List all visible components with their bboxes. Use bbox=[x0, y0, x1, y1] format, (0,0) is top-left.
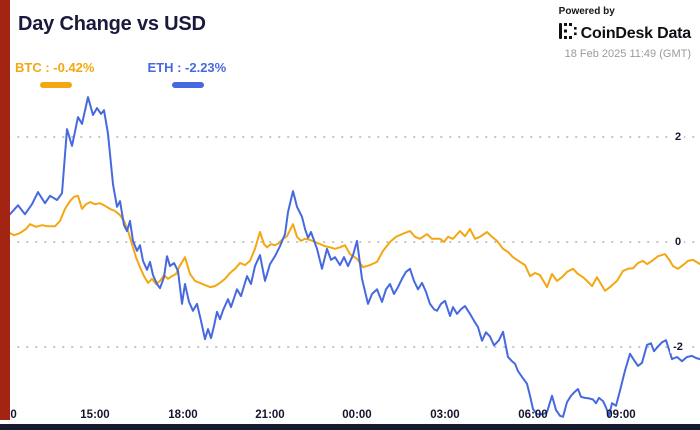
x-tick-label-6: 06:00 bbox=[518, 409, 548, 421]
chart-timestamp: 18 Feb 2025 11:49 (GMT) bbox=[564, 48, 691, 60]
x-tick-label-7: 09:00 bbox=[606, 409, 636, 421]
y-tick-label-2: 2 bbox=[671, 131, 685, 143]
coindesk-logo-icon bbox=[558, 22, 577, 45]
left-accent-bar bbox=[0, 0, 10, 420]
x-tick-label-2: 18:00 bbox=[168, 409, 198, 421]
brand-name: CoinDesk Data bbox=[580, 24, 692, 42]
powered-by-label: Powered by bbox=[558, 6, 615, 17]
x-tick-label-5: 03:00 bbox=[430, 409, 460, 421]
branding-block: Powered by CoinDesk Data 18 Feb 2025 11:… bbox=[558, 6, 692, 60]
bottom-accent-bar bbox=[0, 424, 700, 430]
legend-item-eth[interactable]: ETH : -2.23% bbox=[147, 60, 226, 88]
x-tick-label-1: 15:00 bbox=[80, 409, 110, 421]
page-title: Day Change vs USD bbox=[18, 13, 206, 35]
legend-label-btc: BTC : -0.42% bbox=[15, 60, 95, 75]
btc-line bbox=[0, 194, 700, 292]
eth-line bbox=[0, 96, 700, 418]
brand-logo-row[interactable]: CoinDesk Data bbox=[558, 22, 692, 45]
chart-legend: BTC : -0.42% ETH : -2.23% bbox=[15, 60, 226, 88]
y-tick-label-0: 0 bbox=[671, 236, 685, 248]
y-tick-label--2: -2 bbox=[670, 341, 686, 353]
legend-item-btc[interactable]: BTC : -0.42% bbox=[15, 60, 94, 88]
legend-swatch-btc bbox=[40, 82, 72, 88]
legend-label-eth: ETH : -2.23% bbox=[147, 60, 227, 75]
legend-swatch-eth bbox=[172, 82, 205, 88]
x-tick-label-4: 00:00 bbox=[342, 409, 372, 421]
x-tick-label-3: 21:00 bbox=[255, 409, 285, 421]
